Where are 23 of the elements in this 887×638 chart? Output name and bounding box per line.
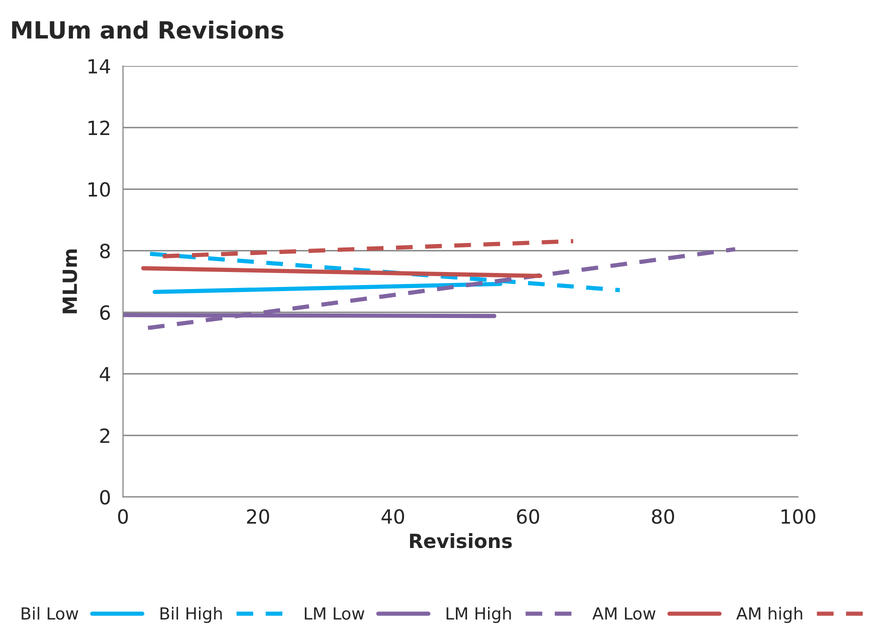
legend-label: AM Low — [592, 607, 656, 620]
y-tick-label: 0 — [100, 490, 110, 505]
y-tick-label: 12 — [88, 120, 110, 135]
x-tick-label: 60 — [516, 509, 540, 524]
y-tick-label: 4 — [100, 367, 110, 382]
y-tick-label: 10 — [88, 182, 110, 197]
y-tick-label: 14 — [88, 59, 110, 74]
x-tick-label: 20 — [247, 509, 270, 524]
legend-label: Bil Low — [22, 606, 78, 620]
x-tick-label: 0 — [118, 509, 128, 524]
y-tick-label: 2 — [100, 428, 110, 443]
legend-label: Bil High — [160, 606, 222, 623]
chart-title: MLUm and Revisions — [12, 20, 284, 39]
y-tick-label: 6 — [100, 305, 110, 320]
x-tick-label: 40 — [382, 509, 404, 524]
legend-label: LM Low — [304, 607, 364, 620]
legend-label: LM High — [446, 606, 511, 623]
y-axis-title: MLUm — [62, 249, 78, 314]
y-tick-label: 8 — [100, 244, 110, 258]
x-axis-title: Revisions — [410, 533, 512, 548]
x-tick-label: 100 — [782, 509, 816, 524]
x-tick-label: 80 — [652, 509, 674, 524]
legend-label: AM high — [736, 606, 802, 623]
